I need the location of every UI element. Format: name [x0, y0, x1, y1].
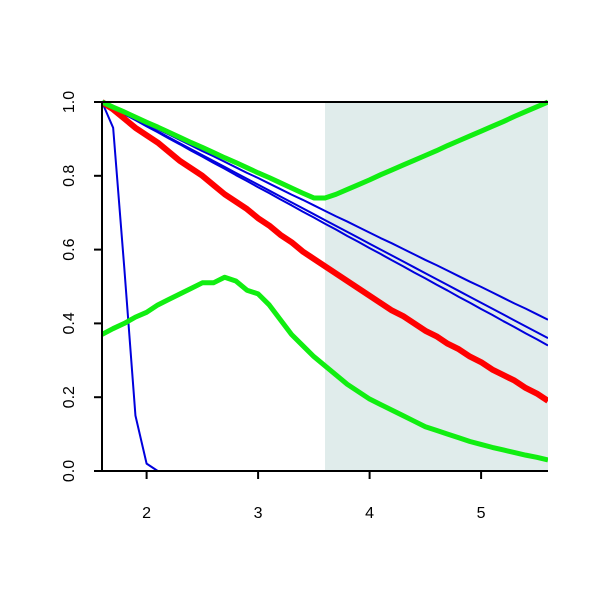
series-line [102, 99, 548, 404]
x-tick-label: 3 [254, 505, 263, 522]
series-line [102, 99, 548, 201]
y-tick-label: 0.2 [61, 386, 78, 408]
shaded-region [325, 102, 548, 471]
y-tick-label: 1.0 [61, 91, 78, 113]
x-tick-label: 4 [365, 505, 374, 522]
series-line [102, 274, 548, 463]
x-tick-label: 5 [477, 505, 486, 522]
y-tick-label: 0.6 [61, 238, 78, 260]
y-tick-label: 0.4 [61, 312, 78, 334]
y-tick-label: 0.8 [61, 165, 78, 187]
series-line [102, 101, 548, 347]
x-tick-label: 2 [142, 505, 151, 522]
plot-frame [101, 101, 548, 472]
y-tick-label: 0.0 [61, 460, 78, 482]
